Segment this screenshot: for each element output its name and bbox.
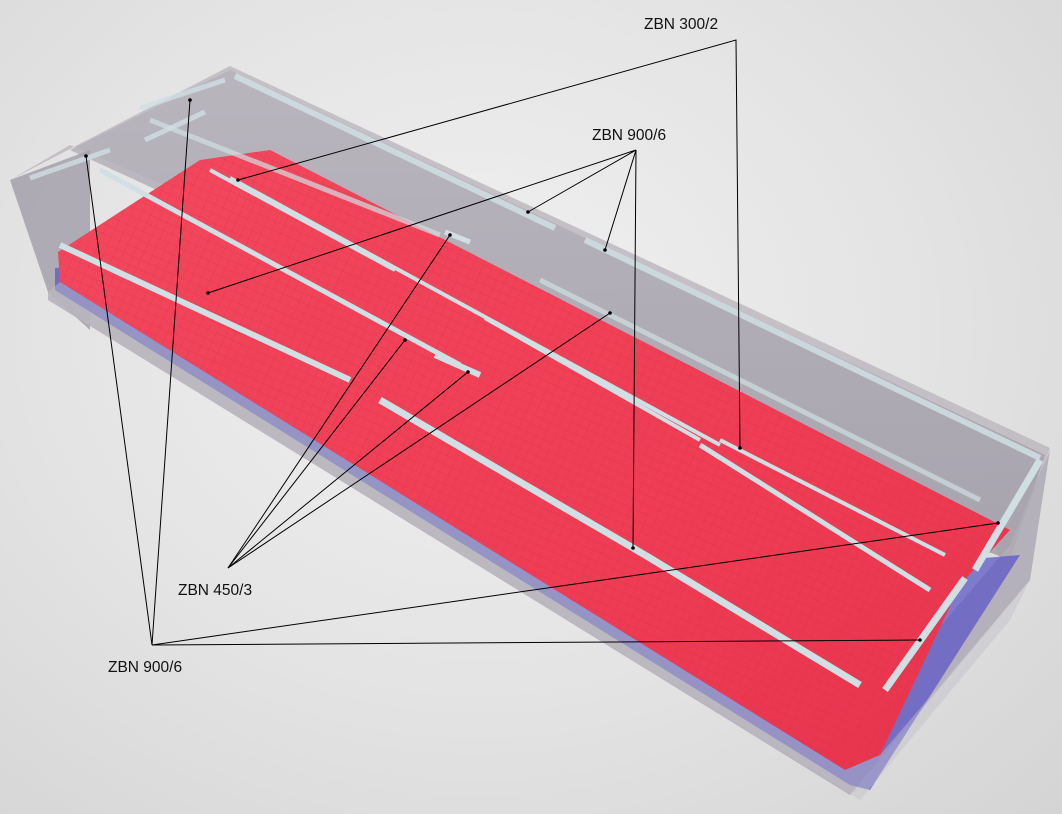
heating-strip [229,176,721,447]
leader-dot [84,154,88,158]
label-zbn-900-6-top: ZBN 900/6 [592,127,666,144]
heating-strip [233,73,557,231]
heating-strip [98,167,462,368]
heating-strip [484,316,701,442]
heating-strip [378,396,647,559]
leader-zbn-900-6-top-c [632,149,637,549]
leader-dot [466,370,470,374]
heating-strip [698,442,932,593]
leader-dot [188,98,192,102]
heating-strip [643,552,862,688]
leader-zbn-900-6-bottom-a [85,155,153,646]
leader-dot [918,638,922,642]
heating-strip [149,117,441,238]
leader-zbn-300-2 [237,39,741,449]
heating-strip [139,77,226,111]
leader-dot [608,311,612,315]
leader-dot [448,233,452,237]
leader-dot [206,291,210,295]
leader-dot [738,446,742,450]
heating-strip [433,352,482,378]
leader-dot [236,178,240,182]
leader-zbn-900-6-bottom-b [151,99,191,646]
leader-lines [84,39,1000,646]
heating-strip [583,237,1042,461]
leader-dot [996,521,1000,525]
leader-zbn-450-3-b [227,339,406,569]
leader-dot [403,338,407,342]
leader-dot [526,210,530,214]
heated-zone [58,150,1010,770]
leader-zbn-900-6-bottom-d [151,639,921,646]
label-zbn-900-6-bottom: ZBN 900/6 [108,659,182,676]
leader-zbn-900-6-top-b [604,149,637,251]
heating-strip [538,277,982,503]
heating-strip [882,575,968,693]
heating-strip [143,109,207,143]
heating-strip [29,147,111,181]
leader-dot [631,546,635,550]
label-zbn-300-2: ZBN 300/2 [644,16,718,33]
leader-zbn-450-3-a [227,234,451,569]
leader-zbn-900-6-bottom-c [151,522,999,646]
heating-strip [58,242,352,383]
leader-zbn-450-3-c [227,371,469,569]
label-zbn-450-3: ZBN 450/3 [178,582,252,599]
leader-dot [603,248,607,252]
heating-strip [971,458,1044,572]
leader-zbn-450-3-d [227,312,611,569]
